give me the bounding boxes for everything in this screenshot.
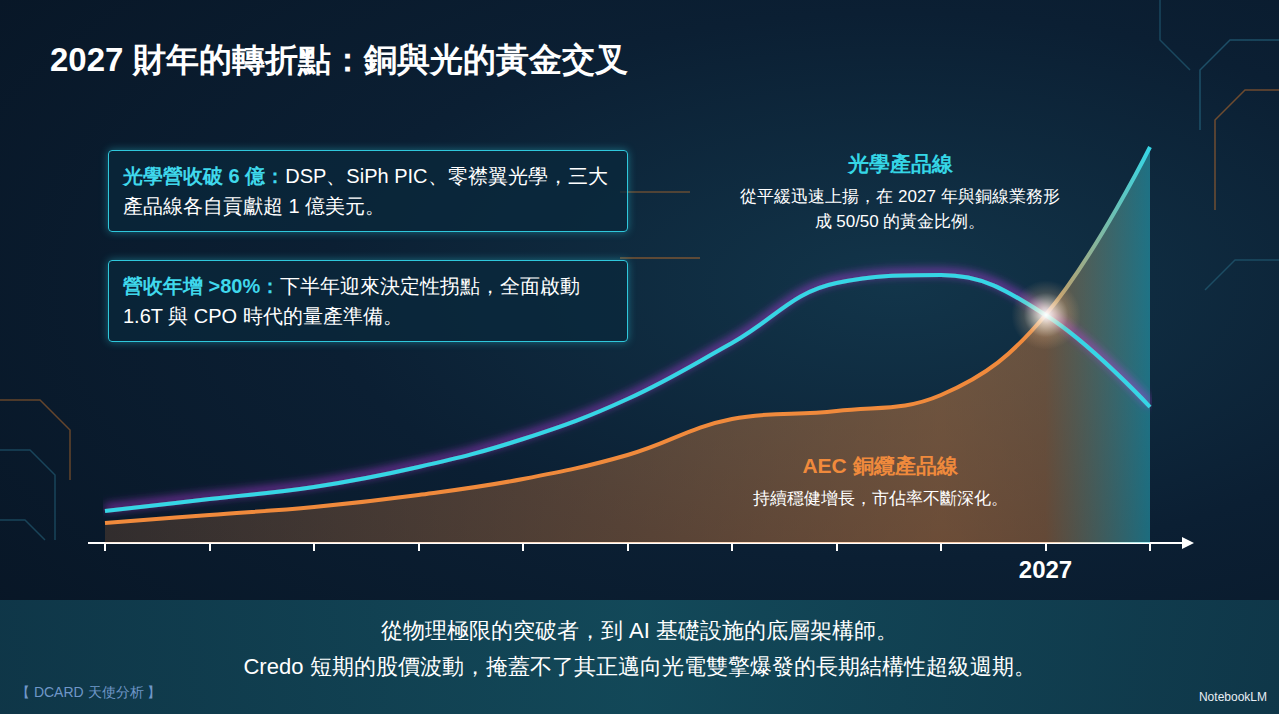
html-text:營收年增 >80%：下半年迎來決定性拐點，全面啟動 1.6T: 營收年增 >80%：下半年迎來決定性拐點，全面啟動 1.6T 與 CPO 時代的… xyxy=(123,275,581,327)
svg-text:2027: 2027 xyxy=(1019,556,1072,583)
html-text:持續穩健增長，市佔率不斷深化。: 持續穩健增長，市佔率不斷深化。 xyxy=(752,489,1008,508)
html-text:光學營收破 6 億：DSP、SiPh PIC、零襟翼光學，三: 光學營收破 6 億：DSP、SiPh PIC、零襟翼光學，三大產品線各自貢獻超 … xyxy=(123,165,608,217)
html-text:Credo 短期的股價波動，掩蓋不了其正邁向光電雙擎爆發的長: Credo 短期的股價波動，掩蓋不了其正邁向光電雙擎爆發的長期結構性超級週期。 xyxy=(243,654,1036,679)
html-text:【 DCARD 天使分析 】: 【 DCARD 天使分析 】 xyxy=(16,684,162,700)
html-text:光學產品線: 光學產品線 xyxy=(847,152,953,175)
html-text:從物理極限的突破者，到 AI 基礎設施的底層架構師。: 從物理極限的突破者，到 AI 基礎設施的底層架構師。 xyxy=(381,618,898,643)
html-text:2027 財年的轉折點：銅與光的黃金交叉: 2027 財年的轉折點：銅與光的黃金交叉 xyxy=(50,41,628,78)
html-text:NotebookLM: NotebookLM xyxy=(1199,690,1267,704)
html-text:AEC 銅纜產品線: AEC 銅纜產品線 xyxy=(802,454,958,477)
html-text:從平緩迅速上揚，在 2027 年與銅線業務形成 50/50: 從平緩迅速上揚，在 2027 年與銅線業務形成 50/50 的黃金比例。 xyxy=(740,187,1060,231)
